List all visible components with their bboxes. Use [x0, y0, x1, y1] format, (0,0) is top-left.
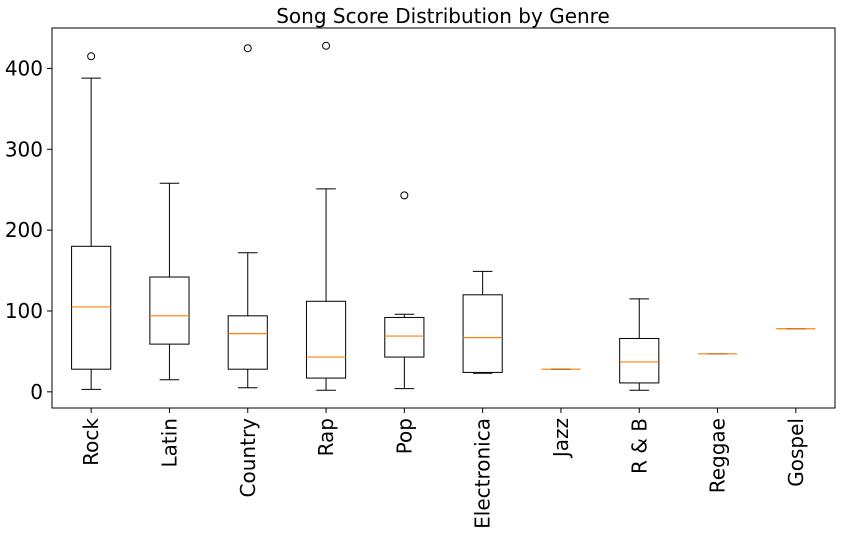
y-tick-label: 300 — [5, 137, 43, 161]
box-iqr — [619, 337, 660, 384]
y-axis: 0 100 200 300 400 — [5, 56, 52, 404]
box-latin — [149, 182, 190, 381]
outlier-point — [400, 191, 409, 200]
x-tick-label: Latin — [157, 418, 181, 467]
box-iqr — [149, 276, 190, 345]
x-tick-label: Pop — [392, 418, 416, 454]
box-iqr — [384, 316, 425, 358]
chart-title: Song Score Distribution by Genre — [276, 4, 610, 28]
box-rap — [305, 41, 347, 391]
y-tick-label: 0 — [30, 380, 43, 404]
box-r-b — [619, 298, 660, 391]
outlier-point — [322, 41, 331, 50]
x-tick-label: Country — [236, 418, 260, 498]
x-tick-label: Jazz — [549, 418, 573, 459]
plot-frame — [51, 27, 836, 409]
box-iqr — [71, 245, 112, 370]
box-iqr — [227, 315, 268, 370]
box-iqr — [305, 300, 347, 379]
x-tick-label: Gospel — [784, 418, 808, 487]
box-electronica — [462, 270, 503, 374]
outlier-point — [87, 52, 96, 61]
y-tick-label: 100 — [5, 299, 43, 323]
box-country — [227, 44, 268, 389]
x-tick-label: Rock — [79, 418, 103, 466]
outlier-point — [243, 44, 252, 53]
x-tick-label: Reggae — [706, 418, 730, 493]
x-tick-label: R & B — [627, 418, 651, 474]
y-tick-label: 400 — [5, 56, 43, 80]
box-series — [71, 41, 816, 391]
x-tick-label: Rap — [314, 418, 338, 456]
x-axis: Rock Latin Country Rap Pop Electronica Jazz R &… — [79, 408, 808, 529]
box-rock — [71, 52, 112, 390]
x-tick-label: Electronica — [471, 418, 495, 529]
box-iqr — [462, 294, 503, 373]
box-pop — [384, 191, 425, 390]
y-tick-label: 200 — [5, 218, 43, 242]
